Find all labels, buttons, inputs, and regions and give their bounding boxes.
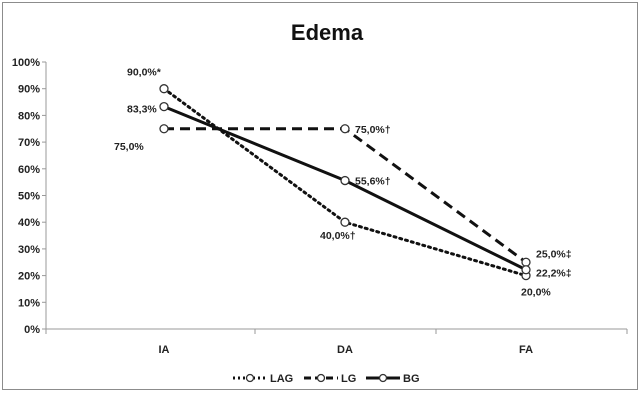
data-labels: 90,0%* 40,0%† 20,0% 75,0% 75,0%† 25,0%‡ 83,3% 5…: [114, 67, 572, 299]
y-tick-label: 70%: [18, 137, 40, 149]
legend-marker: [316, 373, 326, 383]
x-axis: IA DA FA: [45, 328, 628, 356]
chart-frame: [2, 2, 638, 390]
data-label-lg: 75,0%: [114, 141, 144, 153]
data-point-lag: [340, 217, 350, 227]
legend-label: BG: [403, 373, 420, 385]
legend-item-lag: LAG: [233, 373, 293, 385]
chart-title: Edema: [291, 20, 364, 45]
data-point-lag: [159, 84, 169, 94]
y-tick-label: 90%: [18, 84, 40, 96]
legend-label: LAG: [270, 373, 293, 385]
legend-label: LG: [341, 373, 356, 385]
legend-item-lg: LG: [304, 373, 356, 385]
data-label-bg: 83,3%: [127, 104, 157, 116]
legend-marker: [245, 373, 255, 383]
data-label-lag: 20,0%: [521, 287, 551, 299]
data-label-bg: 55,6%†: [355, 176, 391, 188]
data-point-bg: [340, 175, 350, 186]
y-tick-label: 20%: [18, 271, 40, 283]
data-point-bg: [159, 101, 169, 112]
data-point-lg: [159, 124, 169, 134]
y-tick-label: 50%: [18, 191, 40, 203]
y-tick-label: 0%: [24, 324, 40, 336]
y-axis: 0% 10% 20% 30% 40% 50% 60% 70% 80% 90% 100%: [12, 57, 47, 336]
x-tick-label: DA: [337, 344, 353, 356]
x-tick-label: IA: [159, 344, 170, 356]
data-label-lag: 40,0%†: [320, 230, 356, 242]
data-label-lg: 75,0%†: [355, 124, 391, 136]
y-tick-label: 40%: [18, 217, 40, 229]
y-tick-label: 10%: [18, 297, 40, 309]
legend-marker: [378, 373, 388, 383]
data-label-lg: 25,0%‡: [536, 248, 572, 260]
y-tick-label: 80%: [18, 110, 40, 122]
series-points: [159, 84, 531, 281]
data-point-lg: [521, 257, 531, 267]
data-point-lg: [340, 124, 350, 134]
y-tick-label: 30%: [18, 244, 40, 256]
y-tick-label: 100%: [12, 57, 40, 69]
data-label-lag: 90,0%*: [127, 67, 162, 79]
y-tick-label: 60%: [18, 164, 40, 176]
x-tick-label: FA: [519, 344, 533, 356]
data-label-bg: 22,2%‡: [536, 268, 572, 280]
legend-item-bg: BG: [366, 373, 420, 385]
data-point-bg: [521, 265, 531, 275]
legend: LAG LG BG: [233, 373, 420, 385]
